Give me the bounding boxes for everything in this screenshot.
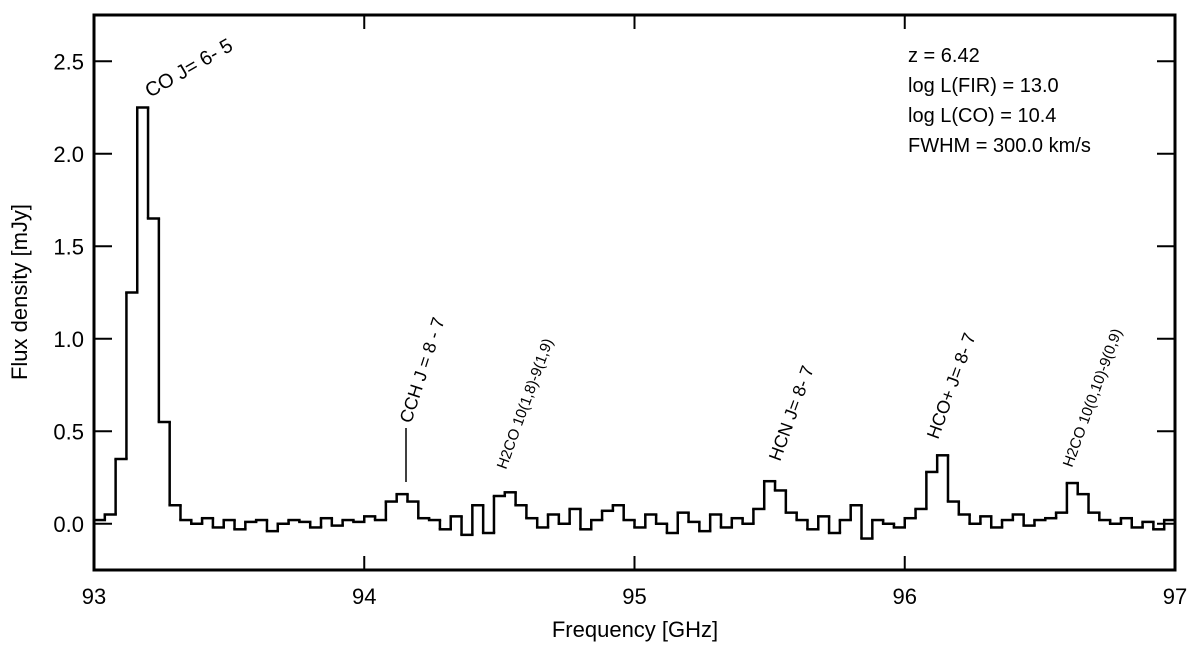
line-label: H2CO 10(1,8)-9(1,9) (494, 336, 557, 471)
line-label: HCO+ J= 8- 7 (923, 330, 980, 441)
y-tick-label: 2.5 (53, 49, 84, 74)
y-tick-label: 0.5 (53, 419, 84, 444)
plot-frame (92, 13, 1177, 572)
y-tick-label: 2.0 (53, 142, 84, 167)
y-axis-label: Flux density [mJy] (7, 204, 32, 380)
x-tick-label: 93 (82, 584, 106, 609)
info-text: z = 6.42 (908, 45, 980, 67)
x-tick-label: 96 (893, 584, 917, 609)
y-tick-label: 1.5 (53, 234, 84, 259)
x-tick-label: 94 (352, 584, 376, 609)
y-tick-label: 1.0 (53, 327, 84, 352)
line-label: CO J= 6- 5 (142, 35, 237, 103)
info-text: log L(CO) = 10.4 (908, 105, 1056, 127)
x-tick-label: 95 (622, 584, 646, 609)
line-label: CCH J = 8 - 7 (396, 315, 449, 425)
info-text: FWHM = 300.0 km/s (908, 135, 1091, 157)
line-label: H2CO 10(0,10)-9(0,9) (1060, 326, 1126, 469)
line-label: HCN J= 8- 7 (765, 363, 818, 463)
x-tick-label: 97 (1163, 584, 1187, 609)
info-text: log L(FIR) = 13.0 (908, 75, 1059, 97)
y-tick-label: 0.0 (53, 512, 84, 537)
x-axis-label: Frequency [GHz] (552, 617, 718, 642)
